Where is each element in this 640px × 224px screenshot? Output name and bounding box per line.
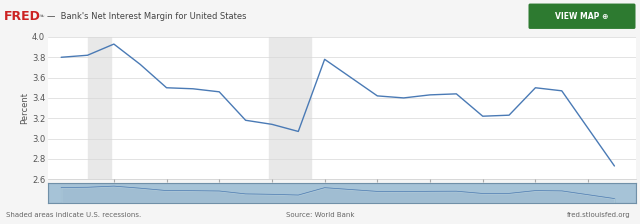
Text: Shaded areas indicate U.S. recessions.: Shaded areas indicate U.S. recessions. (6, 212, 141, 218)
Bar (88, 37, 111, 179)
Text: Source: World Bank: Source: World Bank (285, 212, 355, 218)
Text: fred.stlouisfed.org: fred.stlouisfed.org (566, 212, 630, 218)
Text: FRED: FRED (4, 10, 41, 23)
FancyBboxPatch shape (529, 4, 636, 29)
Bar (269, 37, 312, 179)
Text: VIEW MAP ⊕: VIEW MAP ⊕ (556, 12, 609, 21)
Bar (48, 183, 636, 203)
Text: —  Bank's Net Interest Margin for United States: — Bank's Net Interest Margin for United … (47, 12, 246, 21)
Text: ❧: ❧ (38, 13, 44, 19)
Y-axis label: Percent: Percent (20, 92, 29, 124)
